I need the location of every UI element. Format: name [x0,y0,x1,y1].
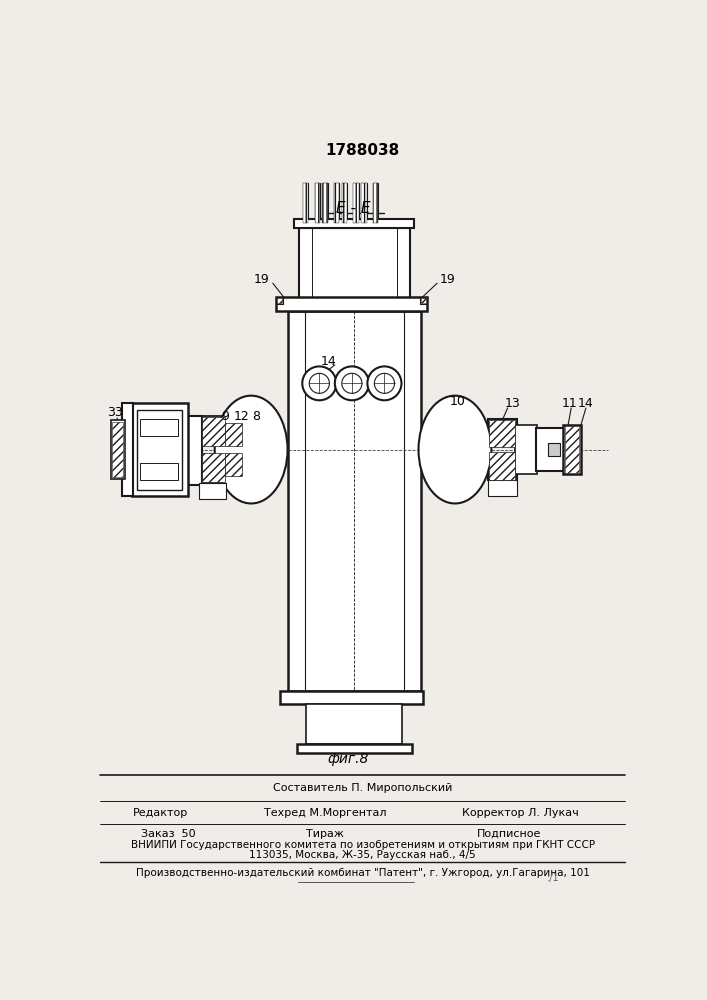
Text: E - E: E - E [336,201,370,216]
Text: Заказ  50: Заказ 50 [141,829,196,839]
Text: 19: 19 [440,273,456,286]
Bar [137,410,182,490]
Bar [322,183,328,223]
Text: 113035, Москва, Ж-35, Раусская наб., 4/5: 113035, Москва, Ж-35, Раусская наб., 4/5 [250,850,476,860]
Bar [225,423,242,446]
Bar [199,483,226,499]
Text: 14: 14 [321,355,337,368]
Bar [122,403,134,496]
Bar [420,297,427,304]
Bar [297,744,411,753]
Text: ВНИИПИ Государственного комитета по изобретениям и открытиям при ГКНТ СССР: ВНИИПИ Государственного комитета по изоб… [131,840,595,850]
Bar [303,183,308,223]
Circle shape [341,373,362,393]
Bar [373,183,378,223]
Text: 14: 14 [578,397,594,410]
Bar [299,228,410,299]
Bar [276,297,283,304]
Bar [132,403,187,496]
Bar [139,463,178,480]
Bar [201,453,225,482]
Bar [200,416,226,483]
Bar [489,452,515,480]
Text: фиг.8: фиг.8 [327,752,368,766]
Bar [322,183,328,223]
Bar [280,691,423,704]
Text: 10: 10 [450,395,466,408]
Text: 1788038: 1788038 [326,143,400,158]
Bar [276,298,282,303]
Text: :/1: :/1 [547,873,560,883]
Bar [293,219,414,228]
Bar [548,443,561,456]
Bar [489,420,515,447]
Bar [354,183,359,223]
Bar [306,704,402,744]
Bar [354,183,359,223]
Text: Подписное: Подписное [477,829,542,839]
Bar [515,425,537,474]
Text: 11: 11 [562,397,578,410]
Bar [315,183,320,223]
Bar [334,183,339,223]
Bar [276,297,427,311]
Text: Корректор Л. Лукач: Корректор Л. Лукач [462,808,579,818]
Text: 33: 33 [107,406,122,419]
Bar [334,183,339,223]
Bar [315,183,320,223]
Bar [225,453,242,476]
Bar [112,422,123,477]
Text: Тираж: Тираж [305,829,344,839]
Bar [488,480,517,496]
Bar [186,416,201,485]
Circle shape [303,366,337,400]
Bar [421,298,426,303]
Ellipse shape [419,396,491,503]
Bar [535,428,565,471]
Bar [361,183,367,223]
Text: 13: 13 [504,397,520,410]
Text: 9: 9 [221,410,228,423]
Bar [201,417,225,446]
Bar [361,183,367,223]
Text: Техред М.Моргентал: Техред М.Моргентал [264,808,386,818]
Ellipse shape [215,396,288,503]
Text: 19: 19 [254,273,270,286]
Bar [111,420,125,479]
Bar [341,183,347,223]
Circle shape [374,373,395,393]
Text: 12: 12 [234,410,250,423]
Circle shape [309,373,329,393]
Text: Редактор: Редактор [132,808,188,818]
Text: Производственно-издательский комбинат "Патент", г. Ужгород, ул.Гагарина, 101: Производственно-издательский комбинат "П… [136,868,590,878]
Bar [341,183,347,223]
Bar [139,419,178,436]
Text: Составитель П. Миропольский: Составитель П. Миропольский [273,783,452,793]
Bar [373,183,378,223]
Bar [288,311,421,691]
Text: 8: 8 [252,410,261,423]
Bar [223,422,243,477]
Bar [563,425,580,474]
Bar [565,426,579,473]
Bar [488,419,517,480]
Circle shape [368,366,402,400]
Circle shape [335,366,369,400]
Bar [303,183,308,223]
